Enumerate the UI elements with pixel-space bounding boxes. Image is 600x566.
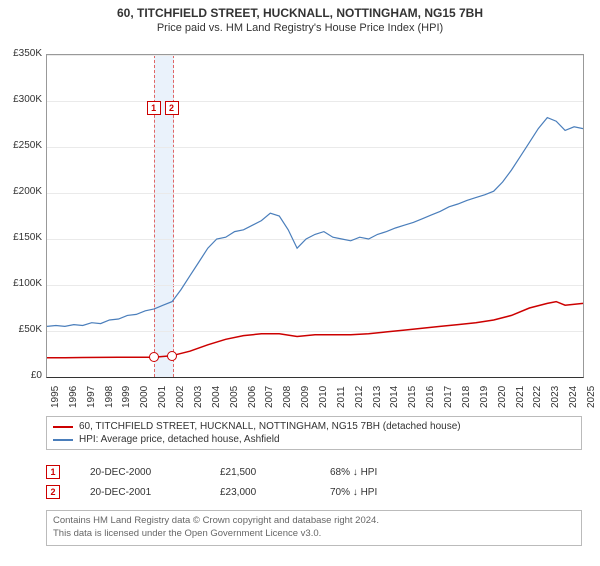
x-tick-label: 2008 bbox=[282, 386, 293, 408]
legend-label: 60, TITCHFIELD STREET, HUCKNALL, NOTTING… bbox=[79, 421, 461, 432]
x-tick-label: 2001 bbox=[157, 386, 168, 408]
x-tick-label: 2022 bbox=[532, 386, 543, 408]
event-date: 20-DEC-2001 bbox=[90, 487, 190, 498]
events-table: 1 20-DEC-2000 £21,500 68% ↓ HPI 2 20-DEC… bbox=[46, 462, 582, 502]
x-tick-label: 2013 bbox=[372, 386, 383, 408]
x-tick-label: 2012 bbox=[354, 386, 365, 408]
x-tick-label: 2016 bbox=[425, 386, 436, 408]
y-tick-label: £350K bbox=[0, 48, 42, 59]
y-tick-label: £200K bbox=[0, 186, 42, 197]
legend-swatch bbox=[53, 426, 73, 428]
event-hpi: 68% ↓ HPI bbox=[330, 467, 430, 478]
x-tick-label: 2023 bbox=[550, 386, 561, 408]
marker-box: 2 bbox=[165, 101, 179, 115]
event-row: 1 20-DEC-2000 £21,500 68% ↓ HPI bbox=[46, 462, 582, 482]
series-hpi bbox=[47, 118, 583, 327]
x-tick-label: 1995 bbox=[50, 386, 61, 408]
legend-label: HPI: Average price, detached house, Ashf… bbox=[79, 434, 280, 445]
event-price: £23,000 bbox=[220, 487, 300, 498]
x-tick-label: 2010 bbox=[318, 386, 329, 408]
x-tick-label: 2011 bbox=[336, 386, 347, 408]
x-tick-label: 2019 bbox=[479, 386, 490, 408]
footer-line: This data is licensed under the Open Gov… bbox=[53, 528, 575, 541]
legend-item: HPI: Average price, detached house, Ashf… bbox=[53, 433, 575, 446]
legend-item: 60, TITCHFIELD STREET, HUCKNALL, NOTTING… bbox=[53, 420, 575, 433]
event-hpi: 70% ↓ HPI bbox=[330, 487, 430, 498]
x-tick-label: 2000 bbox=[139, 386, 150, 408]
chart-container: 60, TITCHFIELD STREET, HUCKNALL, NOTTING… bbox=[0, 6, 600, 566]
x-tick-label: 2014 bbox=[389, 386, 400, 408]
event-marker-box: 1 bbox=[46, 465, 60, 479]
x-tick-label: 2005 bbox=[229, 386, 240, 408]
event-marker-box: 2 bbox=[46, 485, 60, 499]
y-tick-label: £100K bbox=[0, 278, 42, 289]
x-tick-label: 2007 bbox=[264, 386, 275, 408]
x-tick-label: 2002 bbox=[175, 386, 186, 408]
legend-swatch bbox=[53, 439, 73, 441]
footer-licence: Contains HM Land Registry data © Crown c… bbox=[46, 510, 582, 546]
marker-dot bbox=[167, 351, 177, 361]
marker-dot bbox=[149, 352, 159, 362]
series-price_paid bbox=[47, 302, 583, 358]
x-tick-label: 1999 bbox=[121, 386, 132, 408]
y-tick-label: £300K bbox=[0, 94, 42, 105]
footer-line: Contains HM Land Registry data © Crown c… bbox=[53, 515, 575, 528]
x-tick-label: 2015 bbox=[407, 386, 418, 408]
y-tick-label: £0 bbox=[0, 370, 42, 381]
event-date: 20-DEC-2000 bbox=[90, 467, 190, 478]
x-tick-label: 2006 bbox=[247, 386, 258, 408]
chart-subtitle: Price paid vs. HM Land Registry's House … bbox=[0, 22, 600, 34]
chart-lines bbox=[47, 55, 583, 377]
x-tick-label: 2021 bbox=[515, 386, 526, 408]
chart-plot-area: 12 bbox=[46, 54, 584, 378]
x-tick-label: 2003 bbox=[193, 386, 204, 408]
x-tick-label: 1997 bbox=[86, 386, 97, 408]
x-tick-label: 2018 bbox=[461, 386, 472, 408]
chart-title: 60, TITCHFIELD STREET, HUCKNALL, NOTTING… bbox=[0, 6, 600, 20]
y-tick-label: £250K bbox=[0, 140, 42, 151]
x-tick-label: 1998 bbox=[104, 386, 115, 408]
event-row: 2 20-DEC-2001 £23,000 70% ↓ HPI bbox=[46, 482, 582, 502]
x-tick-label: 2009 bbox=[300, 386, 311, 408]
x-tick-label: 2004 bbox=[211, 386, 222, 408]
x-tick-label: 2020 bbox=[497, 386, 508, 408]
y-tick-label: £50K bbox=[0, 324, 42, 335]
marker-box: 1 bbox=[147, 101, 161, 115]
y-tick-label: £150K bbox=[0, 232, 42, 243]
legend: 60, TITCHFIELD STREET, HUCKNALL, NOTTING… bbox=[46, 416, 582, 450]
x-tick-label: 1996 bbox=[68, 386, 79, 408]
event-price: £21,500 bbox=[220, 467, 300, 478]
x-tick-label: 2017 bbox=[443, 386, 454, 408]
x-tick-label: 2024 bbox=[568, 386, 579, 408]
x-tick-label: 2025 bbox=[586, 386, 597, 408]
